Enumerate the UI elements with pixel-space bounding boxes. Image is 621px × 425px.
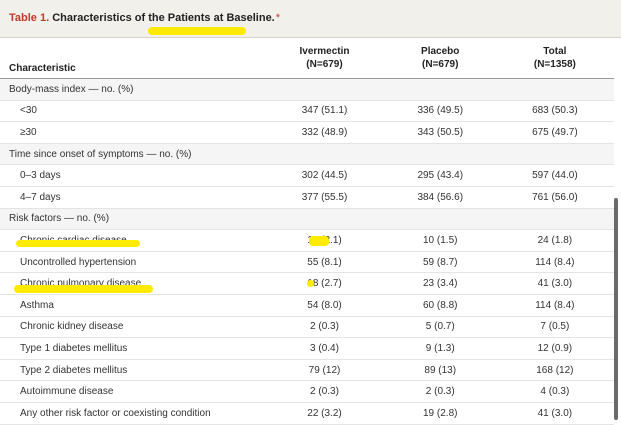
- column-header-placebo: Placebo (N=679): [384, 38, 496, 79]
- highlight-chronic-pulmonary-disease: [14, 285, 153, 293]
- placebo-value: 295 (43.4): [384, 164, 496, 187]
- placebo-value: 19 (2.8): [384, 402, 496, 425]
- placebo-value: 59 (8.7): [384, 251, 496, 274]
- placebo-value: 5 (0.7): [384, 316, 496, 339]
- ivermectin-value: 377 (55.5): [264, 186, 385, 209]
- column-header-total-name: Total: [543, 46, 567, 57]
- table-row: 4–7 days 377 (55.5) 384 (56.6) 761 (56.0): [0, 186, 614, 209]
- section-label: Time since onset of symptoms — no. (%): [0, 143, 614, 166]
- table-row: Chronic kidney disease 2 (0.3) 5 (0.7) 7 (0…: [0, 316, 614, 339]
- table-row: <30 347 (51.1) 336 (49.5) 683 (50.3): [0, 100, 614, 123]
- row-label: Type 2 diabetes mellitus: [0, 359, 265, 382]
- placebo-value: 23 (3.4): [384, 272, 496, 295]
- total-value: 41 (3.0): [495, 272, 614, 295]
- column-header-ivermectin-n: (N=679): [306, 59, 343, 70]
- total-value: 114 (8.4): [495, 251, 614, 274]
- table-row: Type 2 diabetes mellitus 79 (12) 89 (13) 16…: [0, 359, 614, 382]
- row-label: <30: [0, 100, 265, 123]
- row-label: ≥30: [0, 121, 265, 144]
- row-label: Autoimmune disease: [0, 380, 265, 403]
- column-header-row: Characteristic Ivermectin (N=679) Placeb…: [0, 38, 614, 79]
- column-header-ivermectin-name: Ivermectin: [299, 46, 350, 57]
- row-label: 0–3 days: [0, 164, 265, 187]
- ivermectin-value: 2 (0.3): [264, 380, 385, 403]
- table-row: Type 1 diabetes mellitus 3 (0.4) 9 (1.3) 12…: [0, 337, 614, 360]
- ivermectin-value: 22 (3.2): [264, 402, 385, 425]
- column-header-placebo-n: (N=679): [422, 59, 459, 70]
- placebo-value: 89 (13): [384, 359, 496, 382]
- total-value: 12 (0.9): [495, 337, 614, 360]
- column-header-total: Total (N=1358): [495, 38, 614, 79]
- placebo-value: 2 (0.3): [384, 380, 496, 403]
- total-value: 597 (44.0): [495, 164, 614, 187]
- table-section-row: Body-mass index — no. (%): [0, 78, 614, 101]
- total-value: 761 (56.0): [495, 186, 614, 209]
- column-header-ivermectin: Ivermectin (N=679): [264, 38, 385, 79]
- vertical-scrollbar[interactable]: [614, 198, 618, 420]
- ivermectin-value: 347 (51.1): [264, 100, 385, 123]
- total-value: 675 (49.7): [495, 121, 614, 144]
- total-value: 41 (3.0): [495, 402, 614, 425]
- total-value: 683 (50.3): [495, 100, 614, 123]
- section-label: Risk factors — no. (%): [0, 208, 614, 231]
- table-row: ≥30 332 (48.9) 343 (50.5) 675 (49.7): [0, 121, 614, 144]
- footnote-marker[interactable]: *: [275, 12, 281, 24]
- total-value: 24 (1.8): [495, 229, 614, 252]
- ivermectin-value: 3 (0.4): [264, 337, 385, 360]
- table-section-row: Risk factors — no. (%): [0, 208, 614, 231]
- column-header-placebo-name: Placebo: [421, 46, 460, 57]
- row-label: Chronic kidney disease: [0, 316, 265, 339]
- table-row: Chronic pulmonary disease 18 (2.7) 23 (3.4…: [0, 272, 614, 295]
- total-value: 7 (0.5): [495, 316, 614, 339]
- table-body: Body-mass index — no. (%) <30 347 (51.1) 33…: [0, 78, 614, 425]
- row-label: Any other risk factor or coexisting cond…: [0, 402, 265, 425]
- row-label: 4–7 days: [0, 186, 265, 209]
- ivermectin-value: 2 (0.3): [264, 316, 385, 339]
- table-title: Table 1. Characteristics of the Patients…: [9, 12, 280, 24]
- section-label: Body-mass index — no. (%): [0, 78, 614, 101]
- table-row: Uncontrolled hypertension 55 (8.1) 59 (8.7…: [0, 251, 614, 274]
- row-label: Type 1 diabetes mellitus: [0, 337, 265, 360]
- title-highlight-mark: [148, 27, 246, 35]
- baseline-characteristics-table: Characteristic Ivermectin (N=679) Placeb…: [0, 38, 614, 425]
- table-row: Asthma 54 (8.0) 60 (8.8) 114 (8.4): [0, 294, 614, 317]
- placebo-value: 60 (8.8): [384, 294, 496, 317]
- column-header-characteristic: Characteristic: [0, 38, 265, 79]
- placebo-value: 336 (49.5): [384, 100, 496, 123]
- table-row: Autoimmune disease 2 (0.3) 2 (0.3) 4 (0.3): [0, 380, 614, 403]
- table-row: Any other risk factor or coexisting cond…: [0, 402, 614, 425]
- table-section-row: Time since onset of symptoms — no. (%): [0, 143, 614, 166]
- ivermectin-value: 18 (2.7): [264, 272, 385, 295]
- placebo-value: 9 (1.3): [384, 337, 496, 360]
- ivermectin-value: 79 (12): [264, 359, 385, 382]
- baseline-table-container: Characteristic Ivermectin (N=679) Placeb…: [0, 38, 621, 425]
- placebo-value: 343 (50.5): [384, 121, 496, 144]
- row-label: Uncontrolled hypertension: [0, 251, 265, 274]
- ivermectin-value: 54 (8.0): [264, 294, 385, 317]
- highlight-pulmonary-ivermectin-value: [307, 280, 314, 287]
- ivermectin-value: 55 (8.1): [264, 251, 385, 274]
- placebo-value: 384 (56.6): [384, 186, 496, 209]
- table-row: 0–3 days 302 (44.5) 295 (43.4) 597 (44.0): [0, 164, 614, 187]
- total-value: 114 (8.4): [495, 294, 614, 317]
- total-value: 4 (0.3): [495, 380, 614, 403]
- highlight-cardiac-ivermectin-value: [309, 236, 329, 246]
- table-title-text: Characteristics of the Patients at Basel…: [52, 12, 275, 24]
- ivermectin-value: 332 (48.9): [264, 121, 385, 144]
- placebo-value: 10 (1.5): [384, 229, 496, 252]
- row-label: Asthma: [0, 294, 265, 317]
- ivermectin-value: 302 (44.5): [264, 164, 385, 187]
- column-header-total-n: (N=1358): [533, 59, 576, 70]
- table-number-label: Table 1.: [9, 12, 50, 24]
- table-header-bar: [0, 0, 621, 38]
- total-value: 168 (12): [495, 359, 614, 382]
- highlight-chronic-cardiac-disease: [16, 240, 140, 247]
